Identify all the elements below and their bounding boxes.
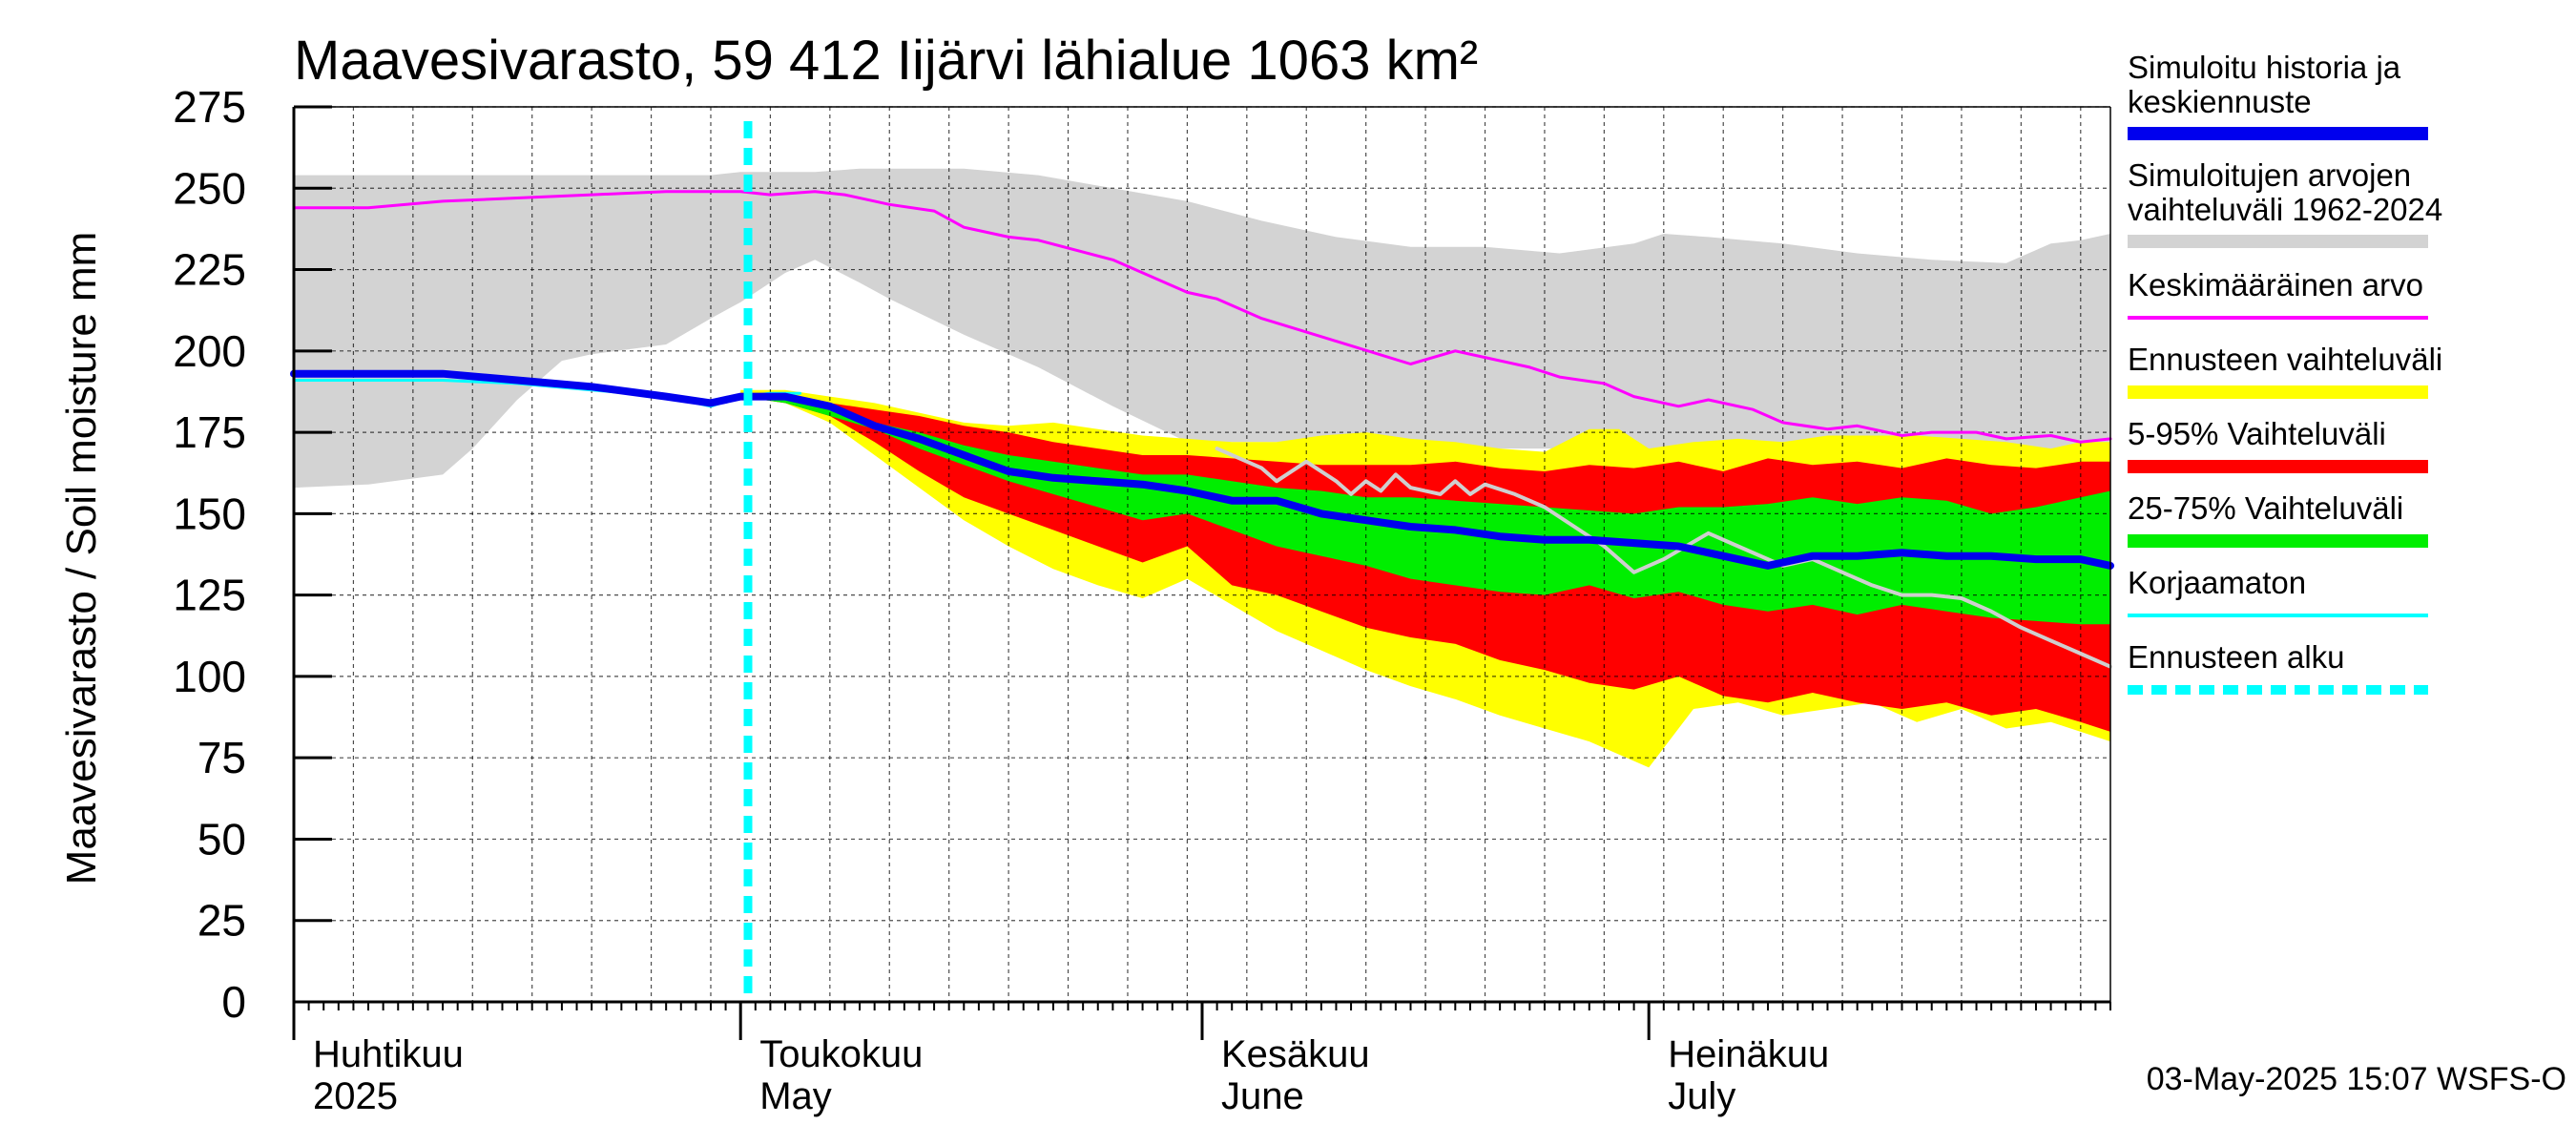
band-0 xyxy=(294,168,2110,489)
legend-label: 25-75% Vaihteluväli xyxy=(2128,490,2403,526)
legend-label: Ennusteen alku xyxy=(2128,639,2345,675)
y-tick-label: 175 xyxy=(173,407,246,457)
y-tick-label: 100 xyxy=(173,652,246,701)
x-month-sublabel: June xyxy=(1221,1075,1304,1117)
y-tick-label: 150 xyxy=(173,489,246,538)
legend-label: Korjaamaton xyxy=(2128,565,2306,600)
y-axis-label: Maavesivarasto / Soil moisture mm xyxy=(58,232,105,885)
y-tick-label: 125 xyxy=(173,571,246,620)
legend-label: Ennusteen vaihteluväli xyxy=(2128,342,2442,377)
y-tick-label: 25 xyxy=(197,896,246,946)
footer-timestamp: 03-May-2025 15:07 WSFS-O xyxy=(2147,1061,2566,1097)
chart-title: Maavesivarasto, 59 412 Iijärvi lähialue … xyxy=(294,30,1478,92)
series-line-3 xyxy=(290,369,2114,570)
y-tick-label: 225 xyxy=(173,245,246,295)
x-month-label: Toukokuu xyxy=(759,1033,923,1075)
x-month-sublabel: 2025 xyxy=(313,1075,398,1117)
legend-label: Keskimääräinen arvo xyxy=(2128,267,2423,302)
x-month-label: Kesäkuu xyxy=(1221,1033,1370,1075)
x-month-label: Huhtikuu xyxy=(313,1033,464,1075)
legend-label: keskiennuste xyxy=(2128,84,2312,119)
y-tick-label: 75 xyxy=(197,733,246,782)
x-month-sublabel: May xyxy=(759,1075,832,1117)
x-month-label: Heinäkuu xyxy=(1668,1033,1829,1075)
y-tick-label: 275 xyxy=(173,82,246,132)
legend-label: Simuloitujen arvojen xyxy=(2128,157,2411,193)
legend-label: 5-95% Vaihteluväli xyxy=(2128,416,2386,451)
y-tick-label: 0 xyxy=(221,977,246,1027)
legend-label: vaihteluväli 1962-2024 xyxy=(2128,192,2442,227)
y-tick-label: 250 xyxy=(173,163,246,213)
y-tick-label: 50 xyxy=(197,814,246,864)
y-tick-label: 200 xyxy=(173,326,246,376)
series-line-0 xyxy=(292,190,2112,444)
legend-label: Simuloitu historia ja xyxy=(2128,50,2401,85)
x-month-sublabel: July xyxy=(1668,1075,1735,1117)
